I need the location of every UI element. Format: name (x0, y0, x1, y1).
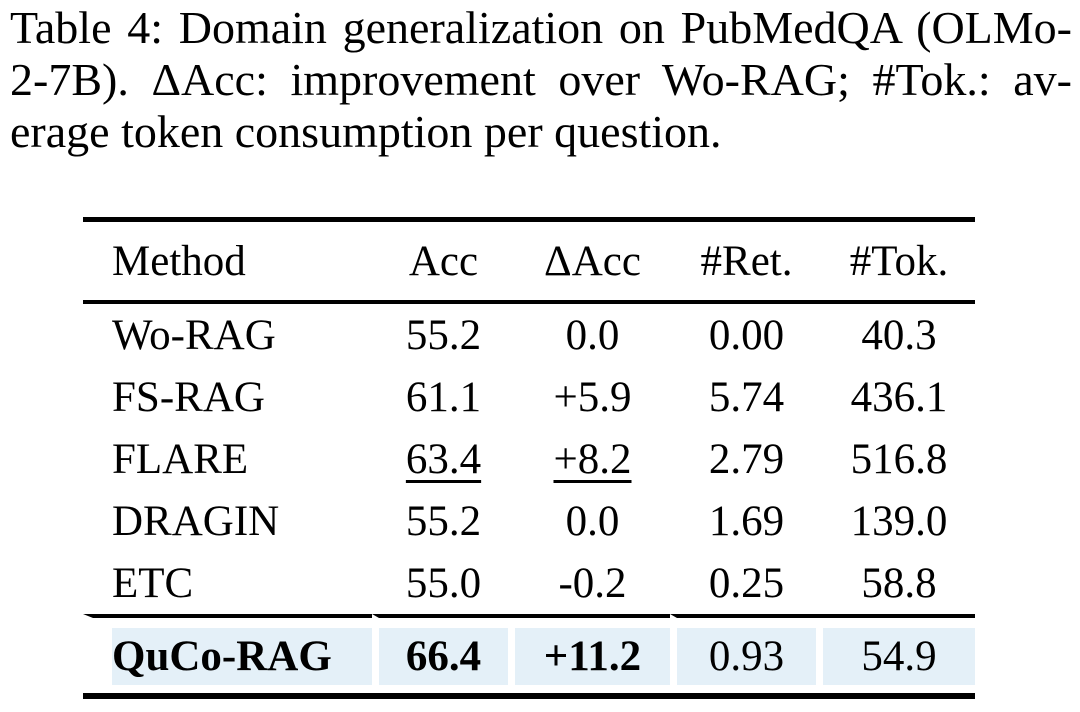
table-row-etc: ETC 55.0 -0.2 0.25 58.8 (83, 552, 975, 614)
table-row-flare: FLARE 63.4 +8.2 2.79 516.8 (83, 428, 975, 490)
results-table: Method Acc ΔAcc #Ret. #Tok. Wo-RAG 55.2 … (83, 217, 975, 699)
cell-ret: 0.25 (708, 559, 785, 607)
cell-tok: 40.3 (861, 311, 937, 359)
cell-tok: 58.8 (861, 559, 937, 607)
column-header-acc: Acc (372, 222, 515, 304)
table-caption: Table 4: Domain generalization on PubMed… (10, 2, 1072, 158)
header-row: Method Acc ΔAcc #Ret. #Tok. (83, 222, 975, 304)
cell-method: FS-RAG (112, 373, 265, 421)
cell-acc: 66.4 (372, 614, 515, 693)
cell-delta-acc: 0.0 (565, 311, 620, 359)
underlined-value: +8.2 (553, 435, 632, 483)
cell-delta-acc: +5.9 (553, 373, 632, 421)
table-row-fs-rag: FS-RAG 61.1 +5.9 5.74 436.1 (83, 366, 975, 428)
cell-delta-acc: 0.0 (565, 497, 620, 545)
cell-ret: 5.74 (708, 373, 785, 421)
cell-delta-acc: +11.2 (515, 614, 670, 693)
cell-delta-acc: +8.2 (515, 428, 670, 490)
table-row-wo-rag: Wo-RAG 55.2 0.0 0.00 40.3 (83, 304, 975, 366)
cell-acc: 55.2 (405, 311, 482, 359)
cell-method: Wo-RAG (112, 311, 276, 359)
column-header-tok: #Tok. (823, 222, 975, 304)
cell-tok: 436.1 (850, 373, 948, 421)
cell-tok: 516.8 (850, 435, 948, 483)
cell-ret: 1.69 (708, 497, 785, 545)
cell-method: ETC (112, 559, 194, 607)
table-row-quco-rag-highlighted: QuCo-RAG 66.4 +11.2 0.93 54.9 (83, 614, 975, 693)
column-header-delta-acc: ΔAcc (515, 222, 670, 304)
column-header-method: Method (83, 222, 372, 304)
cell-tok: 54.9 (823, 614, 975, 693)
cell-acc: 55.0 (405, 559, 482, 607)
cell-acc: 63.4 (372, 428, 515, 490)
table-row-dragin: DRAGIN 55.2 0.0 1.69 139.0 (83, 490, 975, 552)
cell-acc: 61.1 (405, 373, 482, 421)
cell-ret: 2.79 (708, 435, 785, 483)
cell-delta-acc: -0.2 (558, 559, 627, 607)
cell-ret: 0.93 (670, 614, 823, 693)
cell-tok: 139.0 (850, 497, 948, 545)
cell-method: FLARE (112, 435, 249, 483)
column-header-ret: #Ret. (670, 222, 823, 304)
cell-acc: 55.2 (405, 497, 482, 545)
caption-line-3: erage token consumption per question. (10, 106, 722, 157)
cell-method: QuCo-RAG (83, 614, 372, 693)
underlined-value: 63.4 (405, 435, 482, 483)
caption-line-2: 2-7B). ΔAcc: improvement over Wo-RAG; #T… (10, 54, 1072, 105)
caption-line-1: Table 4: Domain generalization on PubMed… (10, 2, 1072, 53)
cell-ret: 0.00 (708, 311, 785, 359)
cell-method: DRAGIN (112, 497, 280, 545)
